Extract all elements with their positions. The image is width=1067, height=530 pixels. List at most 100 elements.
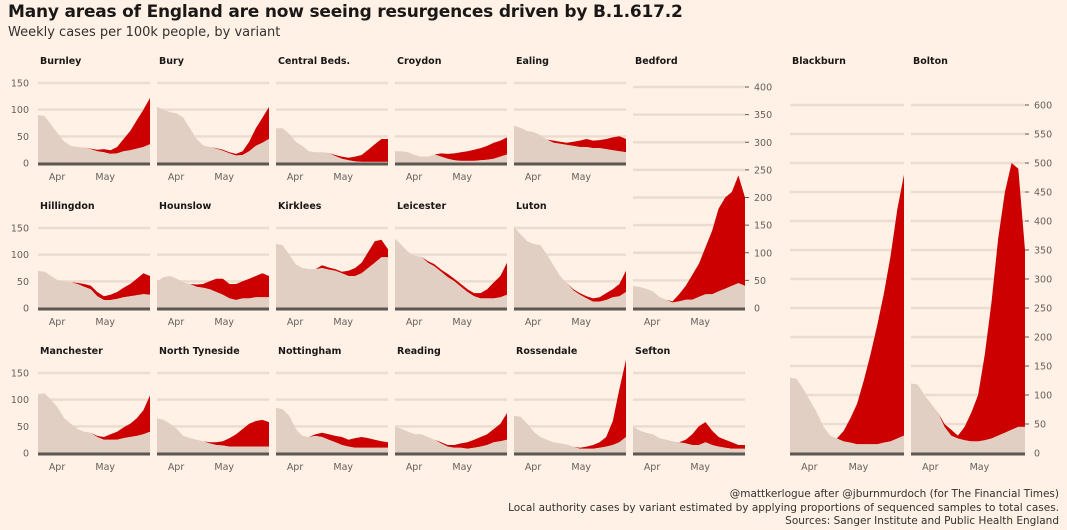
panel-title: Bolton	[913, 56, 948, 67]
y-tick-label: 150	[11, 79, 29, 90]
x-tick-label: Apr	[644, 462, 661, 473]
y-tick-label: 100	[11, 250, 29, 261]
x-tick-label: Apr	[922, 462, 939, 473]
panel-kirklees: Kirklees Apr May	[276, 201, 388, 328]
panel-nottingham: Nottingham Apr May	[276, 346, 388, 473]
x-tick-label: May	[452, 317, 472, 328]
x-tick-label: Apr	[644, 317, 661, 328]
y-tick-label: 300	[754, 138, 772, 149]
other-variants-area	[276, 128, 388, 163]
panel-croydon: Croydon Apr May	[395, 56, 507, 183]
y-tick-label: 100	[11, 105, 29, 116]
footer-method-note: Local authority cases by variant estimat…	[508, 501, 1059, 514]
y-tick-label: 250	[754, 165, 772, 176]
x-tick-label: May	[452, 462, 472, 473]
b16172-area	[790, 174, 904, 445]
y-tick-label: 50	[17, 277, 29, 288]
panel-north-tyneside: North Tyneside Apr May	[157, 346, 269, 473]
y-tick-label: 0	[23, 449, 29, 460]
b16172-area	[157, 418, 269, 447]
x-tick-label: May	[452, 172, 472, 183]
x-tick-label: Apr	[49, 172, 66, 183]
panel-sefton: Sefton Apr May	[633, 346, 745, 473]
y-tick-label: 400	[754, 83, 772, 94]
x-tick-label: Apr	[168, 172, 185, 183]
x-tick-label: Apr	[168, 317, 185, 328]
x-tick-label: May	[95, 462, 115, 473]
y-tick-label: 100	[11, 395, 29, 406]
b16172-area	[38, 270, 150, 300]
x-tick-label: May	[571, 317, 591, 328]
other-variants-area	[911, 383, 1025, 453]
x-tick-label: May	[333, 172, 353, 183]
x-tick-label: May	[95, 317, 115, 328]
panel-title: Manchester	[40, 346, 103, 357]
x-tick-label: May	[970, 462, 990, 473]
x-tick-label: Apr	[287, 462, 304, 473]
y-tick-label: 50	[754, 276, 766, 287]
y-tick-label: 300	[1034, 275, 1052, 286]
b16172-area	[38, 393, 150, 440]
y-tick-label: 150	[754, 221, 772, 232]
other-variants-area	[276, 407, 388, 453]
x-tick-label: May	[333, 317, 353, 328]
x-tick-label: Apr	[801, 462, 818, 473]
panel-title: Luton	[516, 201, 547, 212]
y-tick-label: 0	[754, 304, 760, 315]
other-variants-area	[633, 283, 745, 308]
y-tick-label: 0	[1034, 449, 1040, 460]
x-tick-label: Apr	[525, 172, 542, 183]
b16172-area	[395, 137, 507, 161]
y-tick-label: 450	[1034, 188, 1052, 199]
panel-bury: Bury Apr May	[157, 56, 269, 183]
panel-title: Central Beds.	[278, 56, 350, 67]
b16172-area	[395, 238, 507, 299]
panel-title: North Tyneside	[159, 346, 240, 357]
y-tick-label: 350	[1034, 246, 1052, 257]
y-tick-label: 200	[1034, 333, 1052, 344]
panel-title: Bedford	[635, 56, 678, 67]
panel-title: Kirklees	[278, 201, 322, 212]
b16172-area	[276, 407, 388, 448]
y-tick-label: 50	[1034, 420, 1046, 431]
panel-bolton: Bolton Apr May 0 50 100 150 200 250 300 350 400 450 5…	[911, 56, 1052, 473]
other-variants-area	[157, 107, 269, 163]
panel-leicester: Leicester Apr May	[395, 201, 507, 328]
x-tick-label: Apr	[525, 462, 542, 473]
y-tick-label: 350	[754, 110, 772, 121]
y-tick-label: 50	[17, 422, 29, 433]
y-tick-label: 500	[1034, 159, 1052, 170]
panel-manchester: Manchester Apr May 0 50 100 150	[11, 346, 150, 473]
b16172-area	[514, 226, 626, 302]
y-tick-label: 150	[11, 369, 29, 380]
panel-hillingdon: Hillingdon Apr May 0 50 100 150	[11, 201, 150, 328]
b16172-area	[157, 273, 269, 300]
other-variants-area	[514, 226, 626, 308]
other-variants-area	[157, 418, 269, 453]
x-tick-label: Apr	[525, 317, 542, 328]
x-tick-label: Apr	[49, 462, 66, 473]
other-variants-area	[514, 125, 626, 163]
x-tick-label: Apr	[287, 172, 304, 183]
panel-title: Rossendale	[516, 346, 577, 357]
y-tick-label: 250	[1034, 304, 1052, 315]
panel-reading: Reading Apr May	[395, 346, 507, 473]
panel-title: Hillingdon	[40, 201, 95, 212]
y-tick-label: 150	[1034, 362, 1052, 373]
panel-bedford: Bedford Apr May 0 50 100 150 200 250 300 350 400	[633, 56, 772, 328]
other-variants-area	[276, 244, 388, 308]
panel-title: Ealing	[516, 56, 549, 67]
panel-title: Blackburn	[792, 56, 846, 67]
y-tick-label: 600	[1034, 101, 1052, 112]
y-tick-label: 400	[1034, 217, 1052, 228]
panel-central-beds: Central Beds. Apr May	[276, 56, 388, 183]
other-variants-area	[395, 151, 507, 163]
x-tick-label: May	[849, 462, 869, 473]
x-tick-label: May	[333, 462, 353, 473]
y-tick-label: 200	[754, 193, 772, 204]
y-tick-label: 0	[23, 304, 29, 315]
panel-hounslow: Hounslow Apr May	[157, 201, 269, 328]
panel-burnley: Burnley Apr May 0 50 100 150	[11, 56, 150, 183]
y-tick-label: 150	[11, 224, 29, 235]
